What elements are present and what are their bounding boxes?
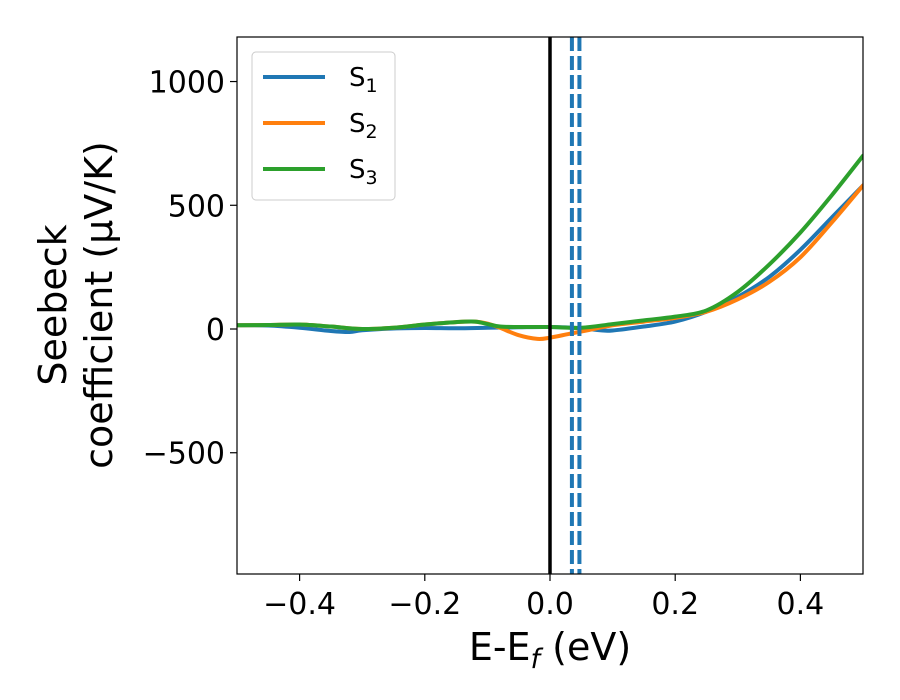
y-axis-label-line1: Seebeck (31, 224, 75, 385)
legend-box (251, 51, 396, 201)
legend-label-s3: S3 (349, 155, 378, 189)
axes: −0.4 −0.2 0.0 0.2 0.4 −500 0 500 1000 (143, 66, 825, 622)
y-axis-label-line2: coefficient (μV/K) (77, 141, 121, 469)
y-tick-label: 500 (168, 189, 225, 224)
x-axis-label-main: E-E (469, 625, 531, 669)
x-tick-label: −0.4 (263, 587, 336, 622)
series-line-s3 (237, 153, 863, 332)
y-tick-label: −500 (143, 437, 225, 472)
x-tick-label: 0.4 (777, 587, 825, 622)
svg-text:E-Ef (eV): E-Ef (eV) (469, 625, 631, 675)
legend-label-s2: S2 (349, 109, 378, 143)
legend: S1 S2 S3 (251, 51, 396, 201)
x-axis-label: E-Ef (eV) (469, 625, 631, 675)
y-tick-label: 0 (206, 313, 225, 348)
x-tick-label: 0.2 (651, 587, 699, 622)
y-tick-label: 1000 (149, 66, 225, 101)
x-tick-label: −0.2 (388, 587, 461, 622)
x-tick-label: 0.0 (526, 587, 574, 622)
x-axis-label-unit: (eV) (540, 625, 631, 669)
y-axis-label: Seebeck coefficient (μV/K) (31, 141, 121, 469)
legend-label-s1: S1 (349, 63, 378, 97)
plot-area (237, 37, 863, 574)
